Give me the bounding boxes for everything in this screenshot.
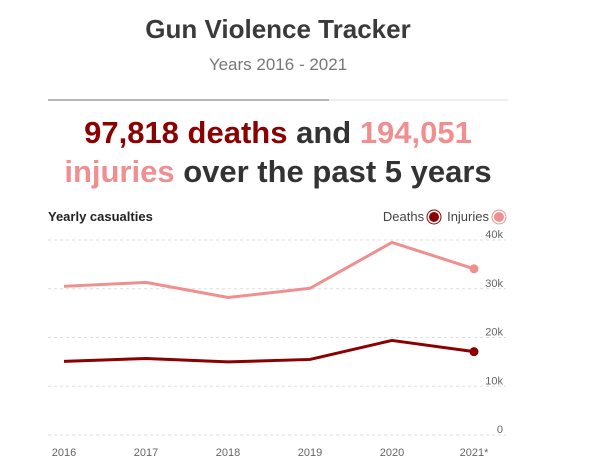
page-subtitle: Years 2016 - 2021 [208,55,348,74]
y-tick-label-1: 10k [485,375,503,387]
y-tick-label-2: 20k [485,327,503,339]
progress-fill [48,99,329,101]
chart-legend: Deaths Injuries [375,209,504,224]
headline-connector: and [287,115,360,150]
legend-label-injuries: Injuries [447,209,489,224]
line-chart: 0 10k 20k 30k 40k 2016 2017 2018 2019 2020 2021* [48,229,506,459]
x-tick-label-4: 2020 [380,447,404,459]
y-tick-label-3: 30k [485,278,503,290]
x-tick-label-2: 2018 [216,447,240,459]
y-tick-label-4: 40k [485,229,503,241]
x-tick-label-1: 2017 [134,447,158,459]
series-end-marker-deaths [469,347,479,357]
series-line-injuries [63,240,475,300]
legend-swatch-injuries-icon [494,211,504,222]
x-tick-label-0: 2016 [52,447,76,459]
y-tick-label-0: 0 [497,424,503,436]
headline-deaths: 97,818 deaths [84,115,288,150]
series-line-deaths [63,338,475,364]
headline-injuries-count: 194,051 [359,115,472,150]
legend-item-injuries[interactable]: Injuries [447,209,504,224]
legend-item-deaths[interactable]: Deaths [382,209,440,224]
legend-label-deaths: Deaths [382,209,425,224]
headline-injuries-word: injuries [64,154,175,189]
x-tick-label-3: 2019 [298,447,322,459]
headline: 97,818 deaths and 194,051 injuries over t… [0,113,556,191]
series-end-marker-injuries [469,264,479,274]
progress-track [48,99,508,101]
page-title: Gun Violence Tracker [145,14,411,44]
chart-title: Yearly casualties [48,209,153,224]
legend-swatch-deaths-icon [429,211,440,222]
headline-tail: over the past 5 years [174,154,492,189]
x-tick-label-5: 2021* [460,447,489,459]
